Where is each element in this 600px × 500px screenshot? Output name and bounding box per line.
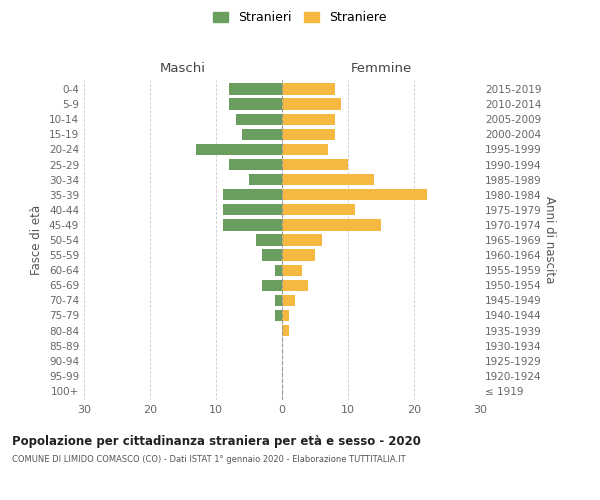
- Bar: [196, 144, 282, 155]
- Bar: [282, 204, 355, 216]
- Bar: [282, 264, 302, 276]
- Bar: [275, 310, 282, 321]
- Bar: [282, 159, 348, 170]
- Bar: [223, 204, 282, 216]
- Bar: [223, 189, 282, 200]
- Bar: [282, 174, 374, 186]
- Bar: [229, 84, 282, 94]
- Bar: [249, 174, 282, 186]
- Bar: [282, 98, 341, 110]
- Bar: [282, 250, 315, 261]
- Bar: [282, 280, 308, 291]
- Bar: [262, 250, 282, 261]
- Bar: [275, 264, 282, 276]
- Text: Popolazione per cittadinanza straniera per età e sesso - 2020: Popolazione per cittadinanza straniera p…: [12, 435, 421, 448]
- Bar: [229, 98, 282, 110]
- Text: Maschi: Maschi: [160, 62, 206, 75]
- Bar: [256, 234, 282, 246]
- Bar: [282, 234, 322, 246]
- Bar: [242, 128, 282, 140]
- Y-axis label: Anni di nascita: Anni di nascita: [542, 196, 556, 284]
- Bar: [275, 294, 282, 306]
- Text: Femmine: Femmine: [350, 62, 412, 75]
- Bar: [229, 159, 282, 170]
- Bar: [282, 219, 381, 230]
- Bar: [282, 128, 335, 140]
- Text: COMUNE DI LIMIDO COMASCO (CO) - Dati ISTAT 1° gennaio 2020 - Elaborazione TUTTIT: COMUNE DI LIMIDO COMASCO (CO) - Dati IST…: [12, 455, 406, 464]
- Bar: [282, 189, 427, 200]
- Y-axis label: Fasce di età: Fasce di età: [31, 205, 43, 275]
- Bar: [282, 310, 289, 321]
- Bar: [223, 219, 282, 230]
- Bar: [262, 280, 282, 291]
- Bar: [282, 114, 335, 125]
- Bar: [282, 294, 295, 306]
- Legend: Stranieri, Straniere: Stranieri, Straniere: [208, 6, 392, 29]
- Bar: [282, 325, 289, 336]
- Bar: [282, 144, 328, 155]
- Bar: [282, 84, 335, 94]
- Bar: [236, 114, 282, 125]
